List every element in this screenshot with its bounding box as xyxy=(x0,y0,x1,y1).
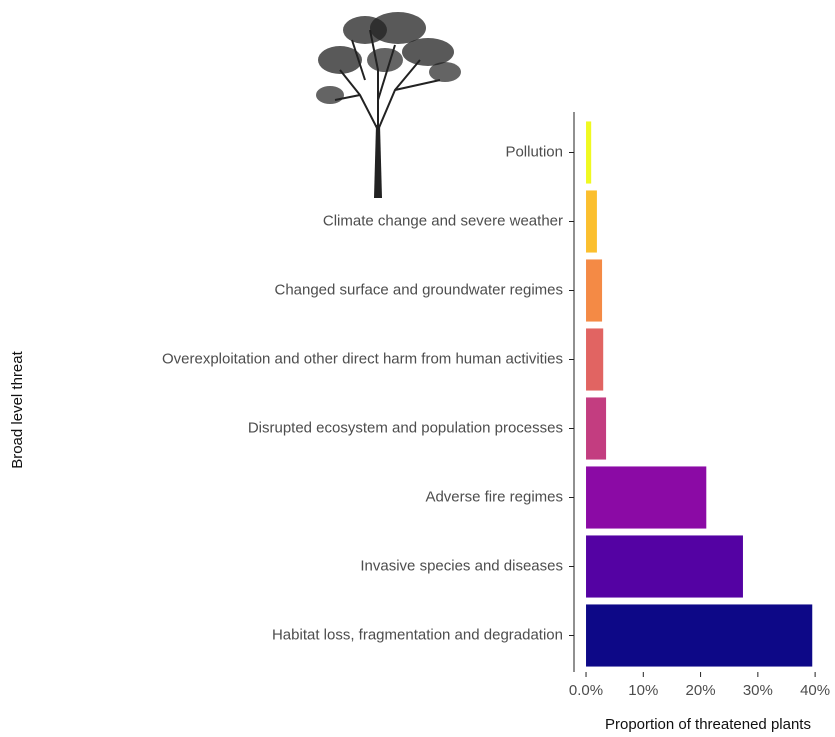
bar xyxy=(586,466,707,529)
x-tick-label: 30% xyxy=(743,682,773,699)
y-tick-label: Disrupted ecosystem and population proce… xyxy=(248,419,563,436)
x-axis-title: Proportion of threatened plants xyxy=(605,716,811,733)
bar xyxy=(586,190,597,253)
y-tick-label: Adverse fire regimes xyxy=(425,488,563,505)
x-tick-label: 10% xyxy=(628,682,658,699)
bar xyxy=(586,535,743,598)
y-axis-title: Broad level threat xyxy=(9,350,26,468)
y-tick-label: Overexploitation and other direct harm f… xyxy=(162,350,563,367)
y-tick-label: Changed surface and groundwater regimes xyxy=(274,281,563,298)
bar xyxy=(586,259,603,322)
y-tick-label: Pollution xyxy=(505,143,563,160)
x-tick-label: 0.0% xyxy=(569,682,603,699)
bar xyxy=(586,604,813,667)
bar xyxy=(586,328,604,391)
y-tick-label: Habitat loss, fragmentation and degradat… xyxy=(272,626,563,643)
bar xyxy=(586,121,592,184)
x-tick-label: 20% xyxy=(686,682,716,699)
bar xyxy=(586,397,607,460)
x-tick-label: 40% xyxy=(800,682,830,699)
tree-illustration xyxy=(316,12,461,198)
y-tick-label: Climate change and severe weather xyxy=(323,212,563,229)
y-tick-label: Invasive species and diseases xyxy=(360,557,563,574)
